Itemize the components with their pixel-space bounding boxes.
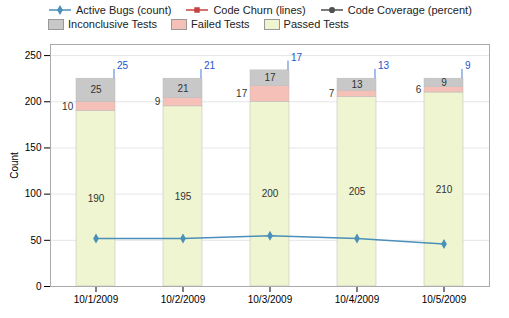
svg-text:10/3/2009: 10/3/2009 [248,294,293,305]
svg-text:190: 190 [88,193,105,204]
svg-text:17: 17 [236,88,248,99]
svg-text:10/5/2009: 10/5/2009 [422,294,467,305]
svg-text:50: 50 [30,235,42,246]
svg-text:10: 10 [62,101,74,112]
html-text:Code Coverage (percent): Code Coverage (percent) [347,4,472,16]
svg-text:21: 21 [177,83,189,94]
svg-text:150: 150 [25,142,42,153]
html-text:Passed Tests: Passed Tests [283,18,349,30]
svg-text:21: 21 [204,60,216,71]
html-text:Failed Tests: Failed Tests [191,18,250,30]
svg-text:9: 9 [441,77,447,88]
svg-text:6: 6 [416,84,422,95]
svg-text:10/1/2009: 10/1/2009 [74,294,119,305]
svg-text:205: 205 [349,186,366,197]
svg-text:210: 210 [436,184,453,195]
svg-text:17: 17 [264,72,276,83]
svg-text:100: 100 [25,188,42,199]
svg-text:0: 0 [36,281,42,292]
svg-text:13: 13 [378,60,390,71]
html-text:Active Bugs (count): Active Bugs (count) [76,4,172,16]
svg-text:25: 25 [117,60,129,71]
html-text:Code Churn (lines): Code Churn (lines) [213,4,306,16]
svg-text:10/2/2009: 10/2/2009 [161,294,206,305]
svg-text:25: 25 [90,84,102,95]
svg-text:200: 200 [25,96,42,107]
svg-text:Count: Count [9,152,20,179]
html-text:Inconclusive Tests: Inconclusive Tests [68,18,158,30]
svg-text:7: 7 [329,88,335,99]
svg-text:17: 17 [291,52,303,63]
svg-text:9: 9 [155,96,161,107]
svg-text:10/4/2009: 10/4/2009 [335,294,380,305]
svg-text:250: 250 [25,50,42,61]
svg-text:195: 195 [175,191,192,202]
svg-text:13: 13 [351,79,363,90]
svg-text:9: 9 [465,60,471,71]
svg-text:200: 200 [262,188,279,199]
